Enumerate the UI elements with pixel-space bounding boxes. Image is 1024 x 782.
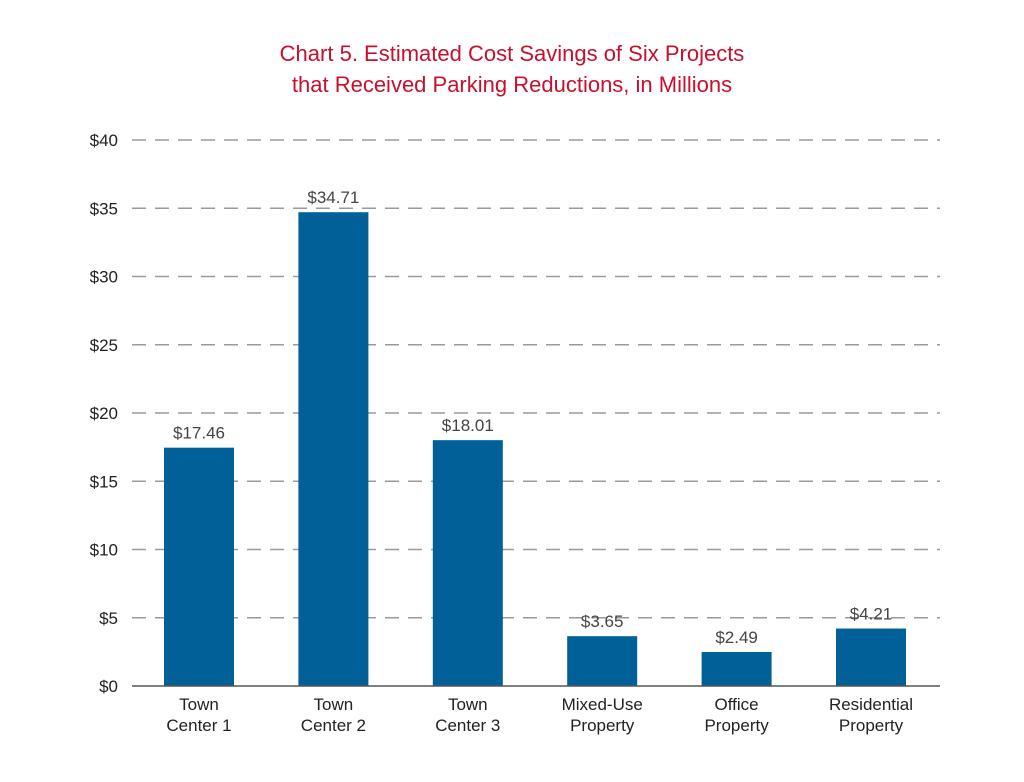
bar (701, 652, 772, 686)
category-label: Property (839, 716, 904, 735)
y-tick-label: $0 (99, 677, 118, 696)
category-label: Center 3 (435, 716, 500, 735)
y-tick-label: $15 (90, 472, 118, 491)
category-label: Town (179, 695, 219, 714)
category-label: Property (570, 716, 635, 735)
data-label: $3.65 (581, 612, 624, 631)
bar (432, 440, 503, 686)
category-label: Office (715, 695, 759, 714)
bars (164, 212, 906, 686)
bar (164, 447, 234, 686)
data-label: $34.71 (307, 188, 359, 207)
y-tick-label: $40 (90, 131, 118, 150)
y-tick-label: $10 (90, 541, 118, 560)
chart-title-line-1: Chart 5. Estimated Cost Savings of Six P… (279, 41, 745, 66)
data-label: $17.46 (173, 424, 225, 443)
chart-title: Chart 5. Estimated Cost Savings of Six P… (0, 38, 1024, 100)
y-tick-label: $5 (99, 609, 118, 628)
data-label: $18.01 (442, 416, 494, 435)
category-label: Property (704, 716, 769, 735)
category-label: Center 2 (301, 716, 366, 735)
y-tick-label: $35 (90, 199, 118, 218)
bar (836, 628, 906, 686)
bar (298, 212, 369, 686)
category-label: Center 1 (166, 716, 231, 735)
category-label: Town (448, 695, 488, 714)
bar (567, 636, 638, 686)
y-tick-label: $25 (90, 336, 118, 355)
data-labels: $17.46 $34.71 $18.01 $3.65 $2.49 $4.21 (173, 188, 892, 647)
category-label: Mixed-Use (562, 695, 643, 714)
data-label: $4.21 (850, 605, 893, 624)
gridlines (132, 139, 940, 619)
category-label: Town (314, 695, 354, 714)
category-labels: Town Center 1 Town Center 2 Town Center 3 Mixe… (166, 695, 913, 735)
data-label: $2.49 (715, 628, 758, 647)
y-tick-label: $30 (90, 268, 118, 287)
y-tick-label: $20 (90, 404, 118, 423)
category-label: Residential (829, 695, 913, 714)
chart-title-line-2: that Received Parking Reductions, in Mil… (291, 72, 733, 97)
y-axis-ticks: $0 $5 $10 $15 $20 $25 $30 $35 $40 (90, 131, 118, 696)
